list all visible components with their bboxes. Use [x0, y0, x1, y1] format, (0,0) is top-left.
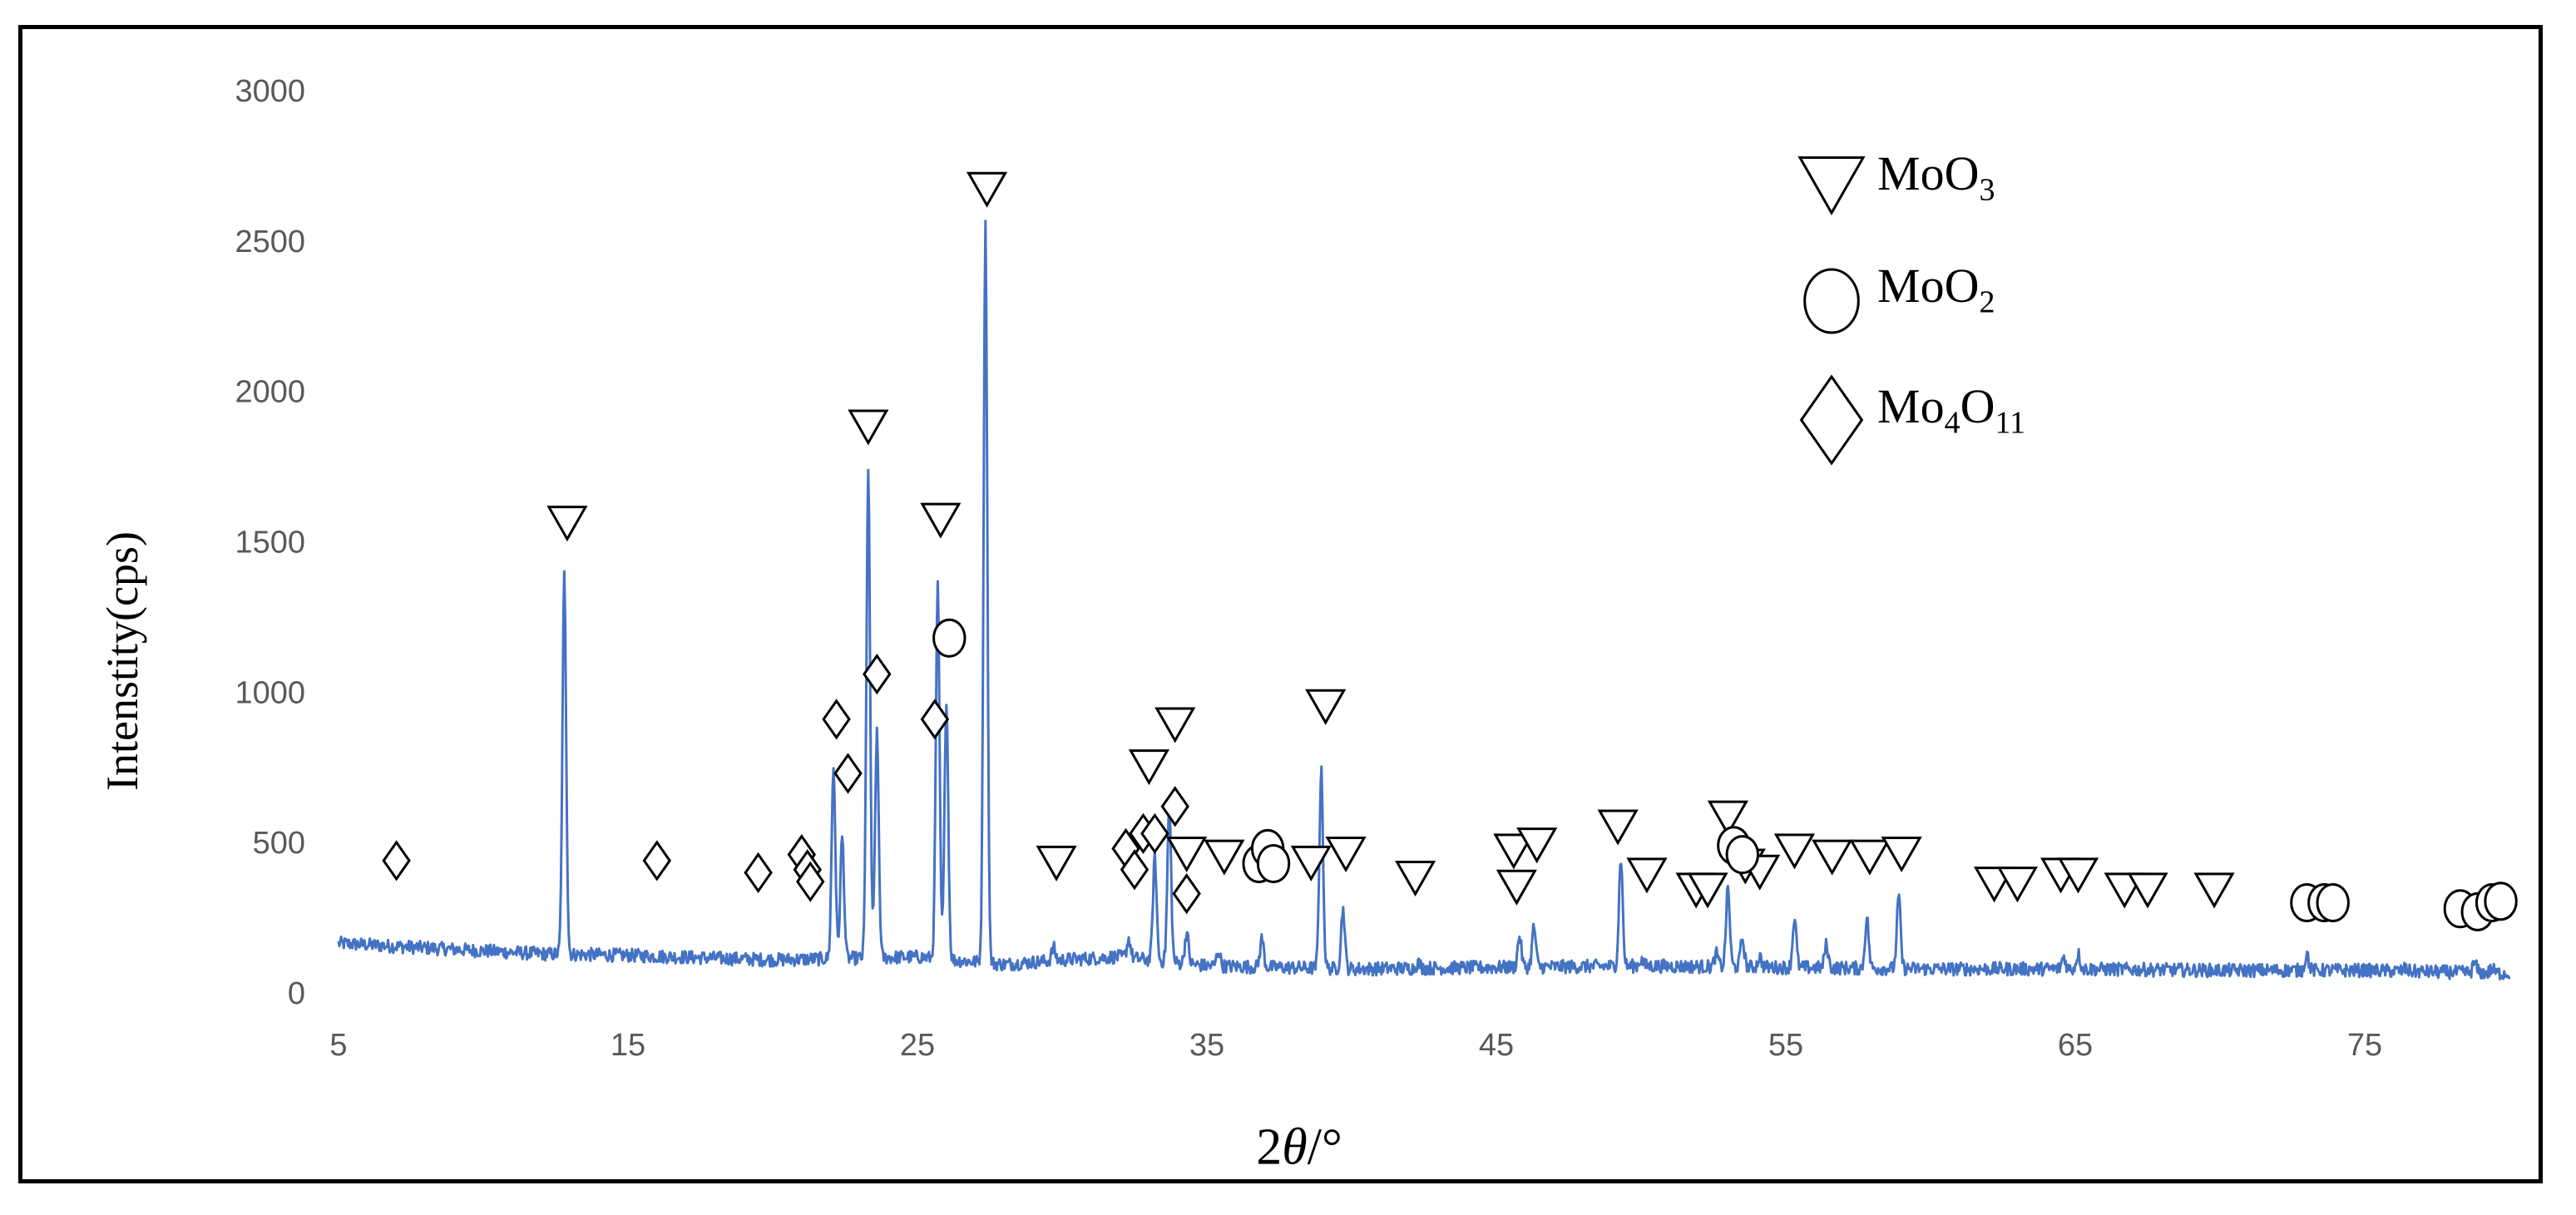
moo3-marker: [1325, 837, 1367, 873]
moo3-marker: [1493, 833, 1535, 870]
y-tick-label: 1000: [235, 675, 305, 710]
mo4o11-marker: [1120, 849, 1150, 891]
moo3-marker: [1516, 827, 1558, 864]
mo4o11-marker: [1160, 786, 1189, 827]
moo3-marker: [1394, 860, 1436, 896]
mo4o11-marker: [796, 861, 825, 902]
mo4o11-marker: [833, 753, 863, 794]
moo3-marker: [848, 409, 889, 446]
mo4o11-marker: [382, 840, 411, 882]
xrd-chart: 0 500 1000 1500 2000 2500 3000 5 15 25 35 45 55 65 75: [235, 74, 2518, 1063]
legend-mo4o11-icon: [1799, 374, 1864, 466]
moo3-marker: [1166, 837, 1208, 873]
moo2-marker: [932, 618, 967, 658]
moo3-marker: [1290, 845, 1332, 882]
moo3-marker: [1496, 869, 1537, 906]
legend-label-moo3: MoO3: [1877, 146, 1995, 208]
moo3-marker: [1305, 689, 1347, 725]
x-tick-label: 15: [611, 1028, 645, 1063]
moo3-marker: [2193, 872, 2235, 909]
x-tick-label: 25: [900, 1028, 935, 1063]
x-tick-label: 45: [1479, 1028, 1514, 1063]
figure-frame: 0 500 1000 1500 2000 2500 3000 5 15 25 35 45 55 65 75…: [18, 25, 2543, 1183]
y-tick-label: 2000: [235, 375, 305, 410]
moo3-marker: [920, 502, 962, 539]
phase-markers: [382, 171, 2518, 931]
legend-icons: [1797, 156, 1866, 466]
y-tick-label: 0: [288, 976, 305, 1011]
legend-label-mo4o11: Mo4O11: [1877, 379, 2026, 441]
mo4o11-marker: [1172, 873, 1201, 915]
legend-moo3-icon: [1797, 156, 1866, 216]
moo3-marker: [1881, 837, 1922, 873]
moo3-marker: [2127, 872, 2168, 909]
y-tick-label: 1500: [235, 526, 305, 561]
x-tick-label: 65: [2058, 1028, 2093, 1063]
moo3-marker: [1204, 839, 1245, 876]
moo3-marker: [2057, 857, 2099, 894]
y-tick-label: 3000: [235, 74, 305, 109]
x-axis-ticks: 5 15 25 35 45 55 65 75: [329, 1028, 2382, 1063]
x-tick-label: 5: [329, 1028, 347, 1063]
y-axis-ticks: 0 500 1000 1500 2000 2500 3000: [235, 74, 305, 1011]
x-axis-label: 2θ/°: [1256, 1119, 1342, 1176]
moo2-marker: [1256, 843, 1291, 883]
moo3-marker: [1687, 872, 1728, 909]
y-tick-label: 500: [253, 826, 305, 861]
moo3-marker: [1128, 749, 1169, 786]
mo4o11-marker: [642, 840, 672, 882]
xrd-pattern-line: [337, 220, 2511, 980]
moo2-marker: [1725, 835, 1760, 875]
legend-moo2-icon: [1803, 268, 1860, 334]
moo3-marker: [1626, 857, 1668, 894]
moo3-marker: [1036, 845, 1077, 882]
mo4o11-marker: [822, 699, 851, 740]
mo4o11-marker: [1140, 812, 1169, 854]
moo3-marker: [1812, 839, 1853, 876]
mo4o11-marker: [920, 699, 950, 740]
moo3-marker: [546, 506, 588, 542]
moo3-marker: [1707, 800, 1748, 837]
mo4o11-marker: [744, 852, 773, 893]
legend-label-moo2: MoO2: [1877, 259, 1995, 320]
moo2-marker: [2316, 883, 2350, 922]
moo3-marker: [966, 171, 1008, 208]
moo3-marker: [1996, 867, 2038, 903]
x-tick-label: 35: [1189, 1028, 1224, 1063]
moo3-marker: [1155, 707, 1196, 743]
y-axis-label: Intenstity(cps): [97, 531, 147, 791]
mo4o11-marker: [863, 654, 892, 695]
moo3-marker: [1849, 839, 1891, 876]
y-tick-label: 2500: [235, 225, 305, 259]
moo2-marker: [2484, 882, 2518, 921]
moo3-marker: [1773, 833, 1816, 870]
x-tick-label: 75: [2347, 1028, 2382, 1063]
moo3-marker: [1597, 809, 1639, 846]
x-tick-label: 55: [1768, 1028, 1803, 1063]
